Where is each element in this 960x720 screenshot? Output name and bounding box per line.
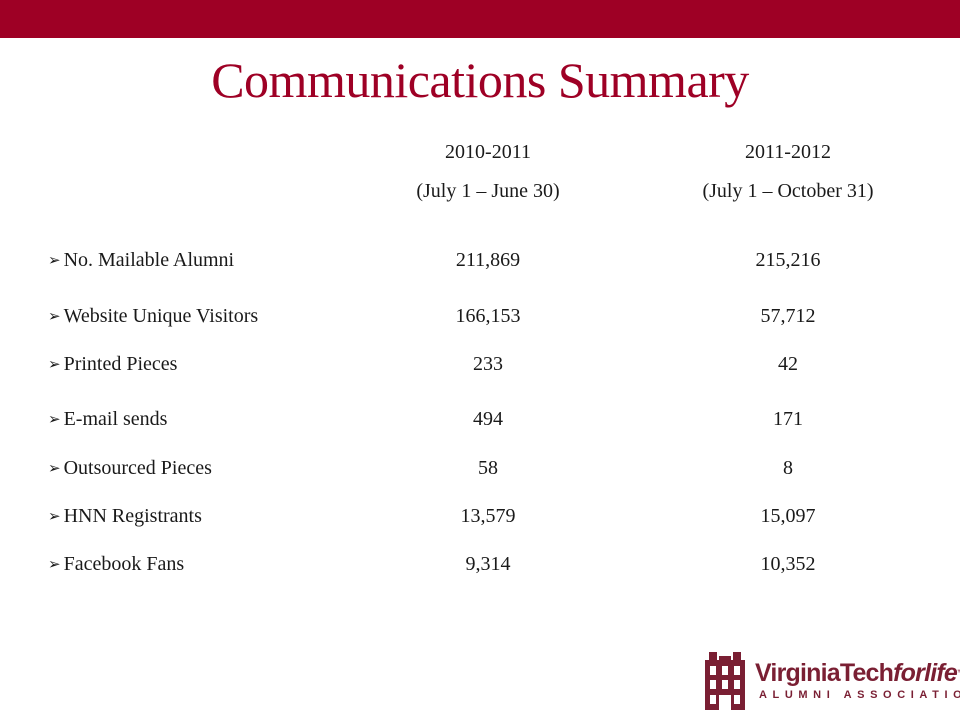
column-header-2010-2011: 2010-2011 (July 1 – June 30) bbox=[338, 141, 638, 202]
top-banner-bar bbox=[0, 0, 960, 38]
table-row: ➢ HNN Registrants 13,579 15,097 bbox=[0, 504, 960, 528]
row-label: ➢ Outsourced Pieces bbox=[48, 456, 212, 482]
arrow-bullet-icon: ➢ bbox=[48, 412, 61, 428]
logo-wordmark: VirginiaTechforlife™ bbox=[755, 660, 960, 686]
arrow-bullet-icon: ➢ bbox=[48, 461, 61, 477]
column-range: (July 1 – October 31) bbox=[702, 180, 874, 202]
row-label: ➢ E-mail sends bbox=[48, 407, 167, 433]
value-2010-2011: 211,869 bbox=[455, 249, 521, 271]
row-label: ➢ Printed Pieces bbox=[48, 352, 177, 378]
row-label-text: HNN Registrants bbox=[63, 505, 202, 527]
value-2011-2012: 8 bbox=[783, 457, 793, 479]
value-2010-2011: 233 bbox=[473, 353, 503, 375]
value-2011-2012: 42 bbox=[778, 353, 798, 375]
table-row: ➢ Printed Pieces 233 42 bbox=[0, 352, 960, 376]
row-label-text: Website Unique Visitors bbox=[63, 305, 259, 327]
row-label-text: No. Mailable Alumni bbox=[63, 249, 235, 271]
arrow-bullet-icon: ➢ bbox=[48, 509, 61, 525]
arrow-bullet-icon: ➢ bbox=[48, 253, 61, 269]
value-2011-2012: 57,712 bbox=[760, 305, 816, 327]
row-label: ➢ Website Unique Visitors bbox=[48, 304, 258, 330]
value-2011-2012: 10,352 bbox=[760, 553, 816, 575]
column-year: 2010-2011 bbox=[445, 141, 531, 163]
column-header-2011-2012: 2011-2012 (July 1 – October 31) bbox=[638, 141, 938, 202]
arrow-bullet-icon: ➢ bbox=[48, 357, 61, 373]
arrow-bullet-icon: ➢ bbox=[48, 557, 61, 573]
table-row: ➢ E-mail sends 494 171 bbox=[0, 407, 960, 431]
table-row: ➢ Outsourced Pieces 58 8 bbox=[0, 456, 960, 480]
table-row: ➢ Facebook Fans 9,314 10,352 bbox=[0, 552, 960, 576]
column-range: (July 1 – June 30) bbox=[416, 180, 560, 202]
value-2010-2011: 9,314 bbox=[465, 553, 511, 575]
logo-name-italic: forlife bbox=[893, 659, 958, 687]
logo-name-main: VirginiaTech bbox=[755, 659, 894, 687]
row-label-text: Printed Pieces bbox=[63, 353, 178, 375]
value-2010-2011: 58 bbox=[478, 457, 498, 479]
value-2010-2011: 13,579 bbox=[460, 505, 516, 527]
value-2010-2011: 166,153 bbox=[455, 305, 521, 327]
value-2010-2011: 494 bbox=[473, 408, 503, 430]
value-2011-2012: 15,097 bbox=[760, 505, 816, 527]
page-title: Communications Summary bbox=[211, 52, 749, 108]
virginia-tech-alumni-logo: VirginiaTechforlife™ ALUMNI ASSOCIATION bbox=[703, 650, 960, 712]
value-2011-2012: 215,216 bbox=[755, 249, 821, 271]
row-label: ➢ HNN Registrants bbox=[48, 504, 202, 530]
row-label: ➢ Facebook Fans bbox=[48, 552, 184, 578]
logo-trademark: ™ bbox=[957, 668, 960, 678]
value-2011-2012: 171 bbox=[773, 408, 803, 430]
row-label-text: E-mail sends bbox=[63, 408, 168, 430]
row-label-text: Outsourced Pieces bbox=[63, 457, 212, 479]
table-row: ➢ No. Mailable Alumni 211,869 215,216 bbox=[0, 248, 960, 272]
building-seal-icon bbox=[705, 652, 745, 710]
arrow-bullet-icon: ➢ bbox=[48, 309, 61, 325]
table-row: ➢ Website Unique Visitors 166,153 57,712 bbox=[0, 304, 960, 328]
column-year: 2011-2012 bbox=[745, 141, 831, 163]
logo-subtitle: ALUMNI ASSOCIATION bbox=[759, 689, 960, 701]
row-label: ➢ No. Mailable Alumni bbox=[48, 248, 234, 274]
row-label-text: Facebook Fans bbox=[63, 553, 185, 575]
